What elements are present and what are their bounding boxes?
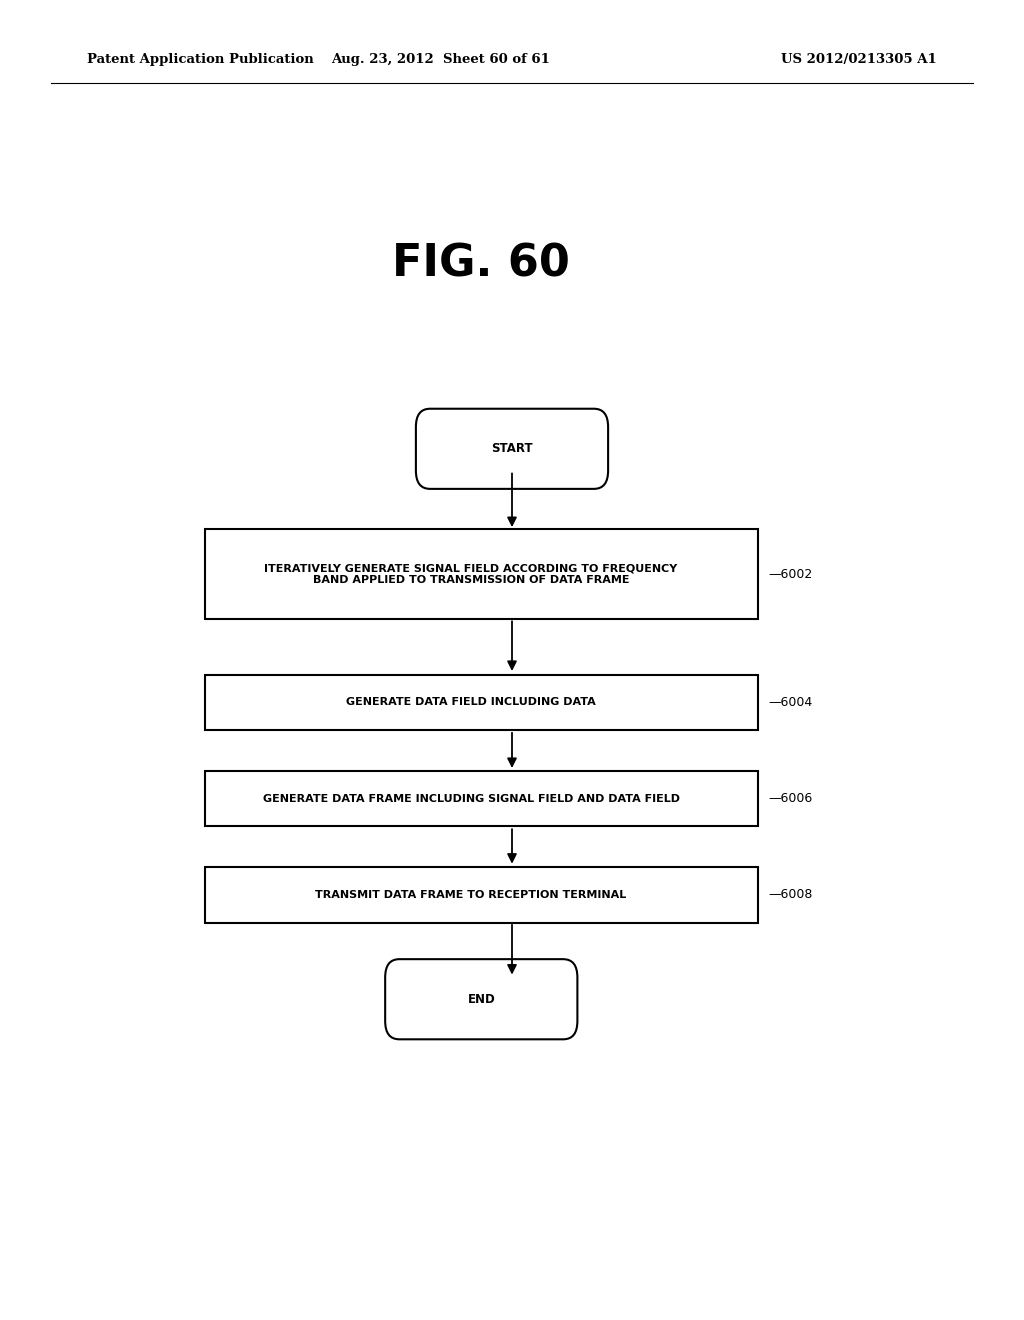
FancyBboxPatch shape [385,960,578,1039]
FancyBboxPatch shape [205,529,758,619]
FancyBboxPatch shape [205,867,758,923]
FancyBboxPatch shape [205,675,758,730]
Text: —6008: —6008 [768,888,812,902]
Text: GENERATE DATA FIELD INCLUDING DATA: GENERATE DATA FIELD INCLUDING DATA [346,697,596,708]
Text: ITERATIVELY GENERATE SIGNAL FIELD ACCORDING TO FREQUENCY
BAND APPLIED TO TRANSMI: ITERATIVELY GENERATE SIGNAL FIELD ACCORD… [264,564,678,585]
Text: US 2012/0213305 A1: US 2012/0213305 A1 [781,53,937,66]
FancyBboxPatch shape [416,409,608,488]
Text: TRANSMIT DATA FRAME TO RECEPTION TERMINAL: TRANSMIT DATA FRAME TO RECEPTION TERMINA… [315,890,627,900]
Text: GENERATE DATA FRAME INCLUDING SIGNAL FIELD AND DATA FIELD: GENERATE DATA FRAME INCLUDING SIGNAL FIE… [262,793,680,804]
Text: Aug. 23, 2012  Sheet 60 of 61: Aug. 23, 2012 Sheet 60 of 61 [331,53,550,66]
Text: Patent Application Publication: Patent Application Publication [87,53,313,66]
Text: —6002: —6002 [768,568,812,581]
Text: END: END [467,993,496,1006]
FancyBboxPatch shape [205,771,758,826]
Text: START: START [492,442,532,455]
Text: —6006: —6006 [768,792,812,805]
Text: FIG. 60: FIG. 60 [392,243,570,285]
Text: —6004: —6004 [768,696,812,709]
